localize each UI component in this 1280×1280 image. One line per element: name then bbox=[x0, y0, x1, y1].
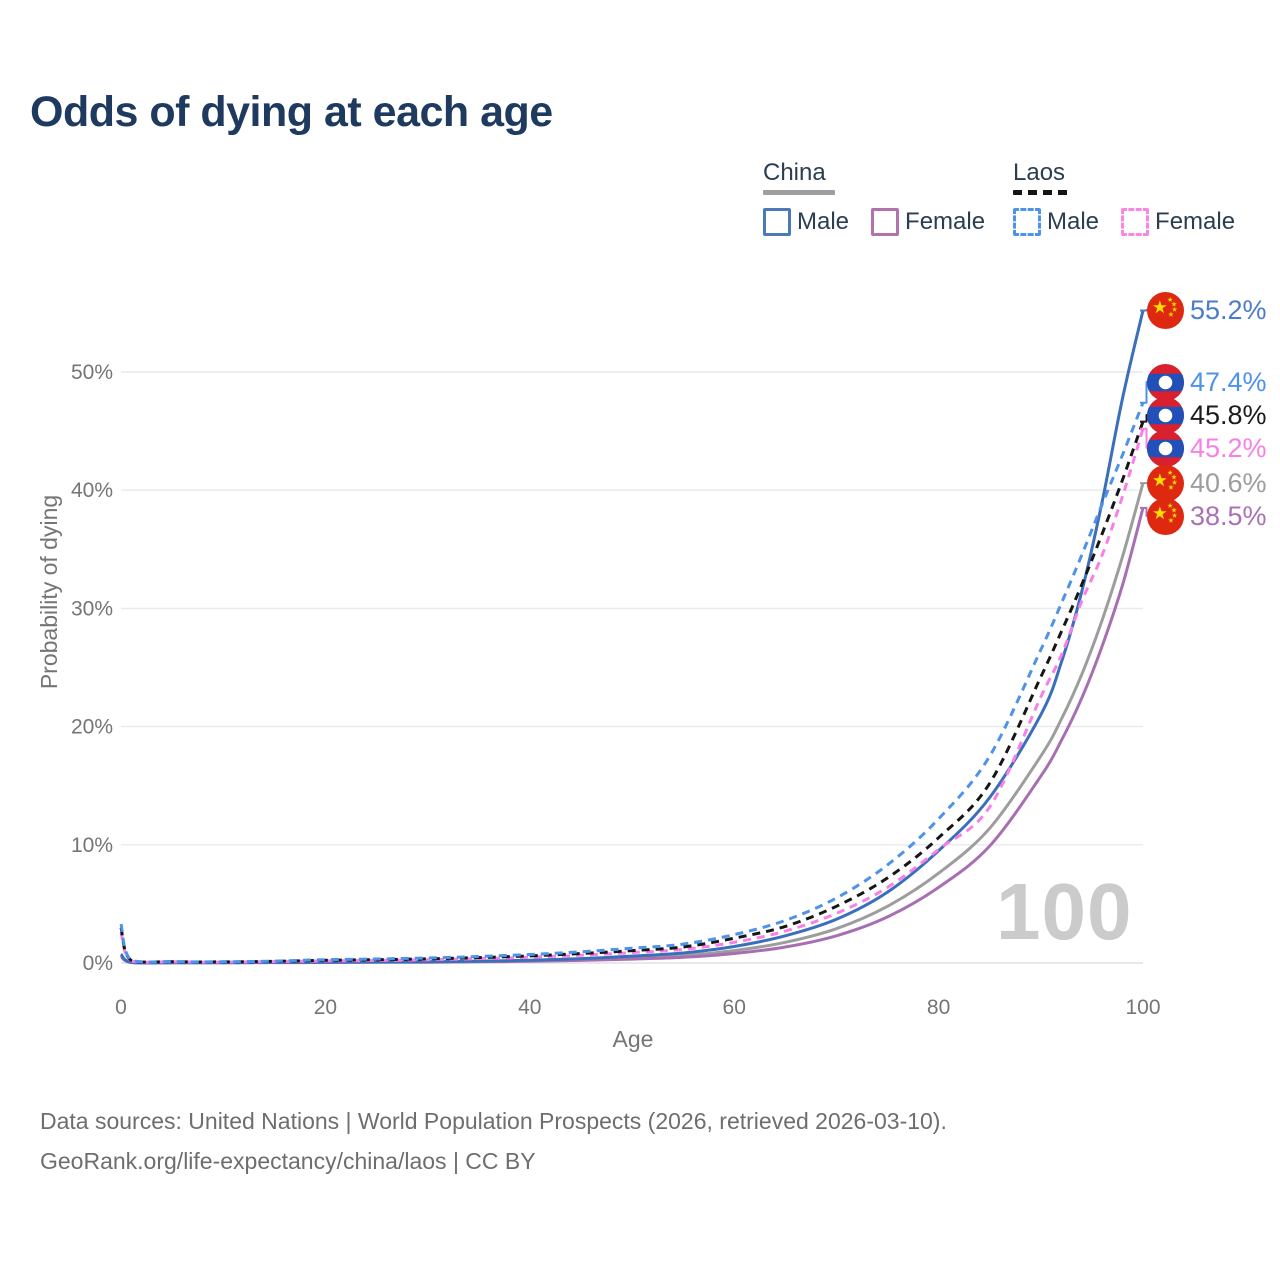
end-label-laos-female: 45.2% bbox=[1147, 429, 1267, 467]
laos-flag-icon bbox=[1147, 396, 1184, 434]
legend-group-laos: Laos Male Female bbox=[1013, 160, 1235, 236]
end-label-laos-male: 47.4% bbox=[1147, 363, 1267, 401]
legend-group-china: China Male Female bbox=[763, 160, 985, 236]
legend-country-china: China bbox=[763, 159, 826, 186]
y-tick-label: 30% bbox=[71, 597, 113, 620]
legend-label-laos-female[interactable]: Female bbox=[1155, 208, 1236, 235]
end-value-text: 38.5% bbox=[1190, 500, 1267, 531]
laos-flag-icon bbox=[1147, 363, 1184, 401]
x-axis-title: Age bbox=[612, 1026, 654, 1052]
china-flag-icon bbox=[1147, 291, 1184, 329]
checkbox-laos-male-icon[interactable] bbox=[1013, 208, 1041, 236]
legend-label-laos-male[interactable]: Male bbox=[1047, 208, 1100, 235]
y-tick-label: 0% bbox=[83, 952, 113, 975]
series-line-laos-female[interactable] bbox=[119, 428, 1145, 964]
y-tick-label: 40% bbox=[71, 479, 113, 502]
legend-label-china-male[interactable]: Male bbox=[797, 208, 850, 235]
data-source-note: Data sources: United Nations | World Pop… bbox=[40, 1108, 947, 1134]
legend-item-laos-female[interactable]: Female bbox=[1121, 208, 1235, 236]
legend-item-china-female[interactable]: Female bbox=[871, 208, 985, 236]
checkbox-laos-female-icon[interactable] bbox=[1121, 208, 1150, 236]
legend-label-china-female[interactable]: Female bbox=[905, 208, 986, 235]
x-tick-label: 0 bbox=[115, 996, 127, 1019]
y-axis-title: Probability of dying bbox=[36, 494, 62, 690]
end-label-china-total: 40.6% bbox=[1147, 464, 1267, 502]
series-line-laos-male[interactable] bbox=[119, 402, 1145, 964]
end-label-china-female: 38.5% bbox=[1147, 497, 1267, 535]
y-tick-label: 20% bbox=[71, 716, 113, 739]
checkbox-china-female-icon[interactable] bbox=[871, 208, 900, 236]
end-value-text: 40.6% bbox=[1190, 467, 1267, 498]
y-tick-label: 10% bbox=[71, 834, 113, 857]
x-tick-label: 80 bbox=[927, 996, 950, 1019]
page-title: Odds of dying at each age bbox=[30, 88, 553, 136]
legend-country-laos: Laos bbox=[1013, 159, 1066, 186]
attribution-link: GeoRank.org/life-expectancy/china/laos |… bbox=[40, 1148, 536, 1174]
series-line-laos-total[interactable] bbox=[119, 421, 1145, 964]
series-line-china-total[interactable] bbox=[119, 482, 1145, 965]
x-tick-label: 60 bbox=[723, 996, 746, 1019]
series-line-china-male[interactable] bbox=[119, 310, 1145, 965]
laos-flag-icon bbox=[1147, 429, 1184, 467]
legend-item-laos-male[interactable]: Male bbox=[1013, 208, 1099, 236]
end-value-text: 55.2% bbox=[1190, 294, 1267, 325]
end-label-laos-total: 45.8% bbox=[1147, 396, 1267, 434]
end-value-text: 45.8% bbox=[1190, 399, 1267, 430]
legend-item-china-male[interactable]: Male bbox=[763, 208, 849, 236]
china-line-style-sample bbox=[763, 190, 835, 195]
y-tick-label: 50% bbox=[71, 361, 113, 384]
series-line-china-female[interactable] bbox=[120, 507, 1145, 965]
x-tick-label: 100 bbox=[1125, 996, 1160, 1019]
end-label-china-male: 55.2% bbox=[1147, 291, 1267, 329]
hovered-age-watermark: 100 bbox=[996, 867, 1133, 956]
x-tick-label: 40 bbox=[518, 996, 541, 1019]
end-value-text: 47.4% bbox=[1190, 366, 1267, 397]
china-flag-icon bbox=[1147, 497, 1184, 535]
checkbox-china-male-icon[interactable] bbox=[763, 208, 791, 236]
end-value-text: 45.2% bbox=[1190, 432, 1267, 463]
china-flag-icon bbox=[1147, 464, 1184, 502]
x-tick-label: 20 bbox=[314, 996, 337, 1019]
laos-line-style-sample bbox=[1013, 190, 1069, 195]
